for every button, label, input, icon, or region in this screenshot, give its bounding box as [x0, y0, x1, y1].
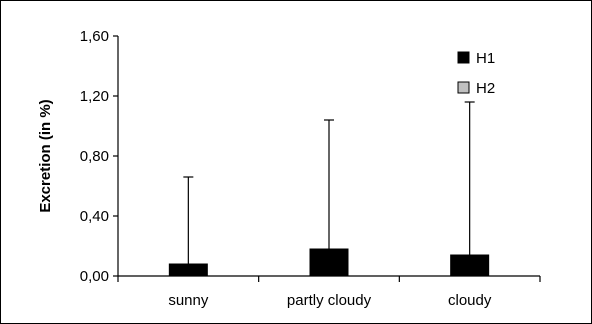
bar-h1	[168, 263, 208, 277]
y-tick-label: 0,80	[80, 148, 109, 165]
y-tick-label: 1,20	[80, 88, 109, 105]
y-tick-label: 0,00	[80, 268, 109, 285]
y-tick-label: 1,60	[80, 28, 109, 45]
y-axis-label: Excretion (in %)	[37, 99, 54, 212]
x-category-label: partly cloudy	[287, 292, 372, 309]
legend-swatch-h2	[457, 81, 470, 94]
bar-h1	[309, 248, 349, 277]
bars	[168, 248, 490, 277]
error-bars	[183, 101, 475, 264]
y-tick-label: 0,40	[80, 208, 109, 225]
legend-label-h2: H2	[476, 80, 495, 97]
x-category-label: cloudy	[448, 292, 492, 309]
y-ticks: 0,00 0,40 0,80 1,20 1,60	[80, 28, 118, 285]
legend: H1 H2	[457, 50, 495, 97]
bar-h1	[450, 254, 490, 277]
x-categories: sunny partly cloudy cloudy	[117, 276, 541, 309]
x-category-label: sunny	[168, 292, 209, 309]
legend-swatch-h1	[457, 51, 470, 64]
legend-label-h1: H1	[476, 50, 495, 67]
